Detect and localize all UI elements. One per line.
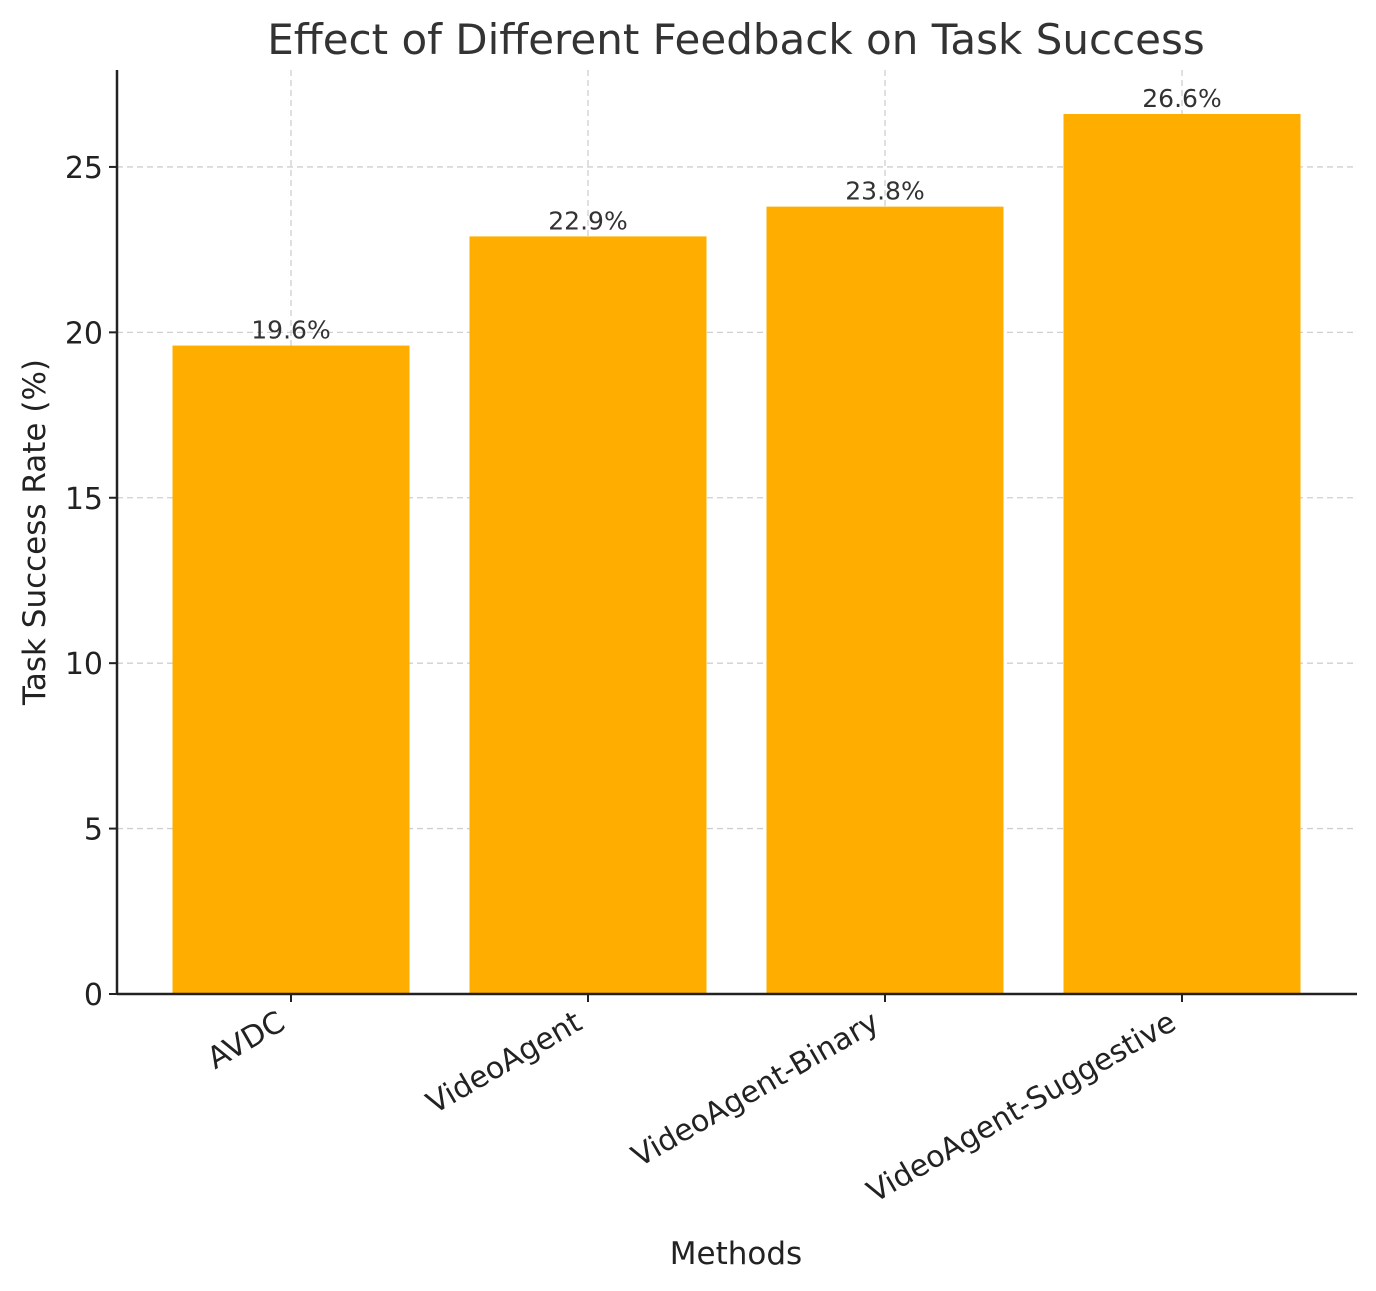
bar-videoagent-binary [766,206,1004,994]
x-tick-label: AVDC [201,1005,291,1077]
x-tick-label: VideoAgent [421,1005,588,1122]
y-tick-label: 10 [65,647,103,682]
x-tick-label: VideoAgent-Binary [626,1005,885,1175]
y-tick-label: 5 [84,813,103,848]
y-tick-label: 15 [65,482,103,517]
bar-value-label: 23.8% [845,177,924,206]
axes [115,70,1357,996]
bars [172,114,1301,995]
x-axis-label: Methods [670,1236,802,1272]
y-tick-label: 20 [65,316,103,351]
chart-title: Effect of Different Feedback on Task Suc… [267,15,1205,64]
bar-value-label: 19.6% [251,316,330,345]
bar-videoagent [469,236,707,995]
bar-value-label: 26.6% [1142,84,1221,113]
y-tick-label: 0 [84,978,103,1013]
bar-videoagent-suggestive [1063,114,1301,994]
bar-avdc [172,345,410,994]
bar-value-label: 22.9% [548,206,627,235]
x-tick-label: VideoAgent-Suggestive [861,1005,1182,1210]
y-tick-label: 25 [65,151,103,186]
y-axis-label: Task Success Rate (%) [17,359,53,706]
value-labels: 19.6% 22.9% 23.8% 26.6% [251,84,1221,345]
